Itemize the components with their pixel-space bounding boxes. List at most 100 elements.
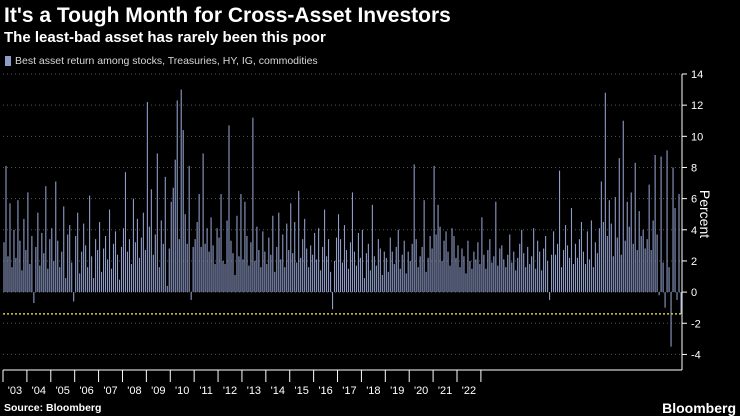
bar: [423, 200, 425, 293]
bar: [415, 239, 417, 293]
bar: [395, 246, 397, 293]
x-tick-label: '12: [223, 385, 237, 397]
bar: [81, 251, 83, 293]
x-tick-label: '10: [175, 385, 189, 397]
bar: [337, 214, 340, 293]
source-note: Source: Bloomberg: [4, 402, 102, 414]
bar: [497, 265, 499, 293]
bar: [294, 222, 296, 293]
bar: [367, 243, 369, 293]
bar: [578, 239, 581, 293]
y-axis: -4 -2 0 2 4 6 8 10 12 14: [681, 69, 703, 370]
bar: [218, 237, 220, 293]
bar-series: [3, 89, 682, 347]
bar: [148, 226, 150, 293]
bar: [246, 236, 248, 293]
bar: [91, 256, 93, 293]
x-tick-label: '17: [342, 385, 356, 397]
y-tick-label: -4: [691, 349, 701, 361]
bar: [481, 217, 483, 293]
bar: [557, 243, 559, 293]
bar: [314, 232, 316, 293]
bar: [515, 270, 517, 293]
bar: [411, 243, 413, 293]
bar: [545, 236, 547, 293]
legend-label: Best asset return among stocks, Treasuri…: [15, 55, 318, 67]
bar: [397, 229, 399, 293]
bar: [543, 248, 545, 293]
bar: [3, 242, 5, 293]
bar: [326, 256, 328, 293]
bar: [89, 195, 91, 293]
bar: [670, 292, 672, 347]
bar: [222, 260, 224, 293]
bar: [487, 250, 489, 293]
bar: [351, 192, 354, 293]
bar: [361, 229, 363, 293]
x-tick-label: '08: [127, 385, 141, 397]
bar: [298, 190, 300, 293]
bar: [75, 236, 77, 293]
bar: [499, 248, 501, 293]
bar: [108, 209, 111, 293]
bar: [322, 246, 324, 293]
bar: [164, 176, 166, 293]
bar: [588, 259, 590, 293]
bar: [549, 292, 551, 300]
bar: [535, 268, 537, 293]
bar: [551, 254, 553, 293]
bar: [7, 256, 9, 293]
bar: [15, 257, 17, 293]
bar: [226, 220, 228, 293]
bar: [266, 264, 268, 293]
bar: [118, 279, 121, 293]
bar: [324, 209, 326, 293]
bar: [606, 236, 608, 293]
bar: [37, 212, 39, 293]
bar: [85, 245, 87, 293]
bar: [53, 260, 55, 293]
bar: [302, 239, 304, 293]
bar: [124, 172, 127, 293]
bar: [539, 251, 541, 293]
bar: [194, 239, 196, 293]
bar: [101, 271, 103, 293]
bar: [288, 250, 290, 293]
bar: [331, 292, 334, 310]
bar: [192, 246, 194, 293]
bar: [61, 251, 63, 293]
bar: [35, 246, 37, 293]
x-tick-label: '14: [271, 385, 285, 397]
y-tick-label: 14: [691, 69, 703, 81]
bar: [310, 245, 312, 293]
bar: [493, 256, 495, 293]
y-axis-title: Percent: [697, 190, 713, 238]
bar: [477, 242, 479, 293]
bar: [186, 243, 188, 293]
bar: [71, 262, 73, 293]
bar: [666, 150, 668, 293]
bar: [441, 260, 443, 293]
bar: [166, 285, 168, 293]
chart-title: It's a Tough Month for Cross-Asset Inves…: [4, 4, 451, 27]
bar: [387, 271, 389, 293]
bar: [572, 264, 575, 293]
bar: [83, 223, 85, 293]
bar: [553, 231, 555, 293]
bar: [156, 153, 158, 293]
bar: [17, 200, 19, 293]
bar: [558, 170, 561, 293]
x-axis: '03 '04 '05 '06 '07 '08 '09 '10 '11 '12 '13 '14 '15 '…: [2, 369, 682, 397]
x-tick-label: '21: [438, 385, 452, 397]
bar: [570, 207, 573, 293]
bar: [206, 228, 208, 293]
bar: [632, 243, 634, 293]
bar: [284, 267, 286, 293]
bar: [614, 197, 616, 293]
bar: [373, 256, 375, 293]
bar: [128, 239, 130, 293]
bar: [282, 234, 284, 293]
bar: [296, 262, 298, 293]
bar: [656, 234, 658, 293]
bar: [65, 278, 67, 293]
